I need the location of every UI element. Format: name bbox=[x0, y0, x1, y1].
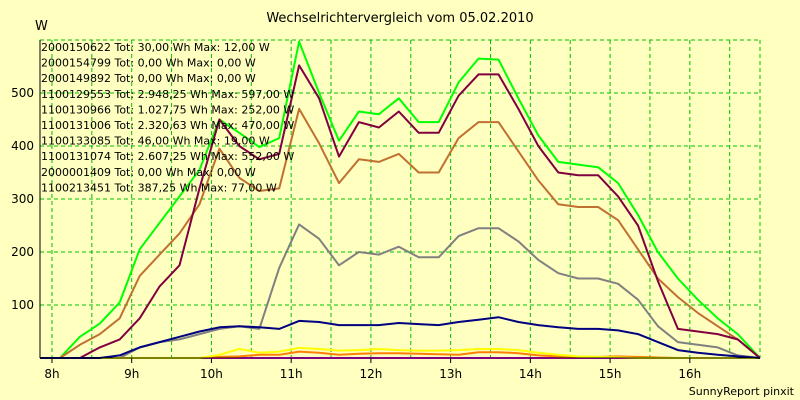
y-tick-label: 300 bbox=[11, 192, 34, 206]
x-tick-label: 16h bbox=[678, 367, 701, 381]
legend-entry: 1100129553 Tot: 2.948,25 Wh Max: 597,00 … bbox=[41, 88, 294, 101]
legend-entry: 2000001409 Tot: 0,00 Wh Max: 0,00 W bbox=[41, 166, 256, 179]
footer-credit: SunnyReport pinxit bbox=[689, 385, 795, 398]
legend-entry: 2000149892 Tot: 0,00 Wh Max: 0,00 W bbox=[41, 72, 256, 85]
legend-entry: 2000150622 Tot: 30,00 Wh Max: 12,00 W bbox=[41, 41, 270, 54]
x-tick-label: 11h bbox=[280, 367, 303, 381]
x-tick-label: 14h bbox=[519, 367, 542, 381]
y-tick-label: 500 bbox=[11, 86, 34, 100]
y-axis-label: W bbox=[35, 19, 48, 34]
x-tick-label: 15h bbox=[599, 367, 622, 381]
legend: 2000150622 Tot: 30,00 Wh Max: 12,00 W 200… bbox=[41, 41, 294, 194]
series-line-6 bbox=[40, 107, 761, 359]
series-line-4 bbox=[40, 40, 761, 359]
legend-entry: 1100133085 Tot: 46,00 Wh Max: 19,00 W bbox=[41, 135, 270, 148]
x-tick-label: 9h bbox=[124, 367, 139, 381]
legend-entry: 2000154799 Tot: 0,00 Wh Max: 0,00 W bbox=[41, 57, 256, 70]
x-tick-label: 10h bbox=[200, 367, 223, 381]
y-tick-label: 200 bbox=[11, 245, 34, 259]
y-tick-label: 400 bbox=[11, 139, 34, 153]
x-tick-label: 8h bbox=[44, 367, 59, 381]
legend-entry: 1100213451 Tot: 387,25 Wh Max: 77,00 W bbox=[41, 181, 277, 194]
y-tick-label: 100 bbox=[11, 298, 34, 312]
x-tick-label: 13h bbox=[439, 367, 462, 381]
series-line-10 bbox=[40, 316, 761, 359]
series-line-8 bbox=[40, 64, 761, 359]
legend-entry: 1100130966 Tot: 1.027,75 Wh Max: 252,00 … bbox=[41, 103, 294, 116]
legend-entry: 1100131074 Tot: 2.607,25 Wh Max: 552,00 … bbox=[41, 150, 294, 163]
x-tick-label: 12h bbox=[359, 367, 382, 381]
axes: 100 200 300 400 500 8h 9h 10h 11h 12h 13h 14h 15h 16h bbox=[11, 40, 760, 381]
chart-title: Wechselrichtervergleich vom 05.02.2010 bbox=[266, 11, 533, 26]
legend-entry: 1100131006 Tot: 2.320,63 Wh Max: 470,00 … bbox=[41, 119, 294, 132]
grid-lines bbox=[40, 39, 761, 358]
